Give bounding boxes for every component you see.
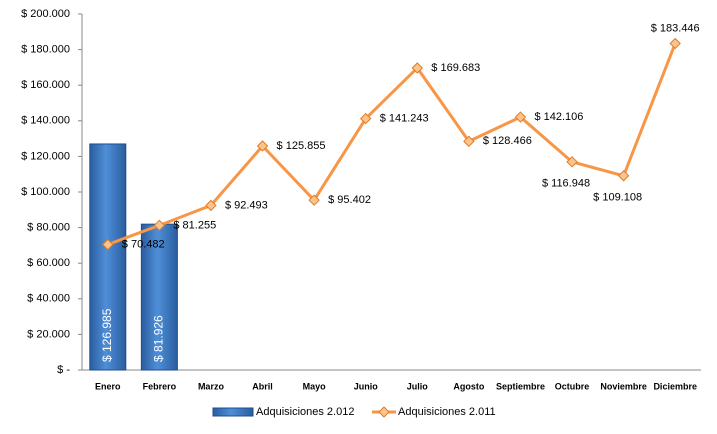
y-tick-label: $ 120.000 [21, 150, 70, 162]
y-tick-label: $ 180.000 [21, 44, 70, 56]
legend-label: Adquisiciones 2.011 [398, 406, 496, 418]
y-tick-label: $ - [57, 364, 70, 376]
marker [205, 199, 217, 212]
y-tick-label: $ 160.000 [21, 79, 70, 91]
x-tick-label: Diciembre [653, 381, 697, 391]
bar-value-label: $ 81.926 [152, 315, 166, 362]
legend-label: Adquisiciones 2.012 [256, 406, 354, 418]
marker [256, 140, 269, 152]
marker [617, 170, 630, 182]
line [107, 42, 677, 246]
marker [669, 37, 681, 50]
line-value-label: $ 116.948 [542, 178, 590, 190]
line-value-label: $ 70.482 [122, 238, 165, 250]
marker [153, 219, 166, 232]
y-tick-label: $ 100.000 [21, 186, 70, 198]
line-value-label: $ 183.446 [651, 22, 700, 34]
bar [89, 143, 127, 371]
x-tick-label: Marzo [198, 381, 225, 391]
marker [514, 111, 527, 123]
x-tick-label: Junio [354, 381, 379, 391]
y-tick-label: $ 40.000 [27, 293, 70, 305]
marker [308, 194, 320, 206]
x-tick-label: Agosto [453, 381, 484, 391]
x-tick-label: Septiembre [496, 381, 545, 391]
y-tick-label: $ 80.000 [27, 222, 70, 234]
x-tick-label: Enero [95, 381, 121, 391]
line-value-label: $ 81.255 [173, 219, 216, 231]
line-value-label: $ 109.108 [593, 192, 642, 204]
bar [140, 223, 178, 371]
x-tick-label: Mayo [303, 381, 327, 391]
bar-value-label: $ 126.985 [100, 308, 114, 362]
line-value-label: $ 169.683 [431, 62, 480, 74]
line-value-label: $ 141.243 [380, 112, 429, 124]
x-tick-label: Noviembre [600, 381, 647, 391]
y-tick-label: $ 200.000 [21, 8, 70, 20]
y-tick-label: $ 20.000 [27, 328, 70, 340]
marker [463, 135, 475, 148]
line-value-label: $ 92.493 [225, 199, 268, 211]
legend-swatch [212, 407, 254, 417]
legend-marker [378, 406, 390, 418]
marker [360, 112, 372, 125]
x-tick-label: Abril [252, 381, 273, 391]
line-value-label: $ 128.466 [483, 135, 532, 147]
marker [411, 62, 423, 74]
x-tick-label: Octubre [555, 381, 590, 391]
x-tick-label: Julio [407, 381, 429, 391]
line-value-label: $ 95.402 [328, 194, 371, 206]
x-tick-label: Febrero [143, 381, 177, 391]
line-value-label: $ 142.106 [534, 111, 583, 123]
line-value-label: $ 125.855 [277, 140, 326, 152]
y-tick-label: $ 140.000 [21, 115, 70, 127]
marker [566, 156, 578, 168]
marker [102, 238, 114, 251]
y-tick-label: $ 60.000 [27, 257, 70, 269]
